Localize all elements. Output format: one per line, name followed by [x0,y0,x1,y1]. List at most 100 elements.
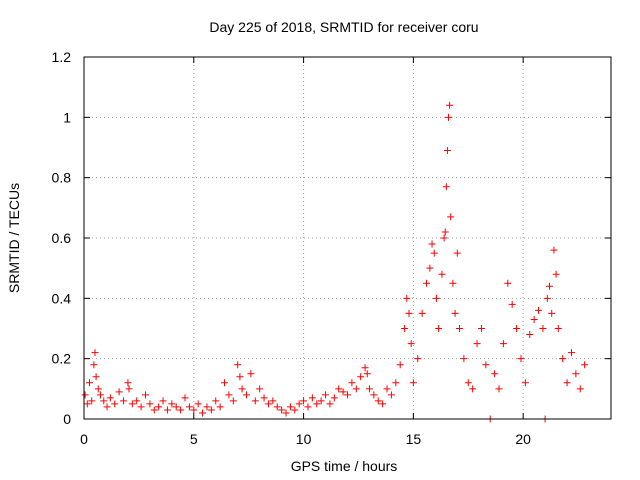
data-point [539,325,547,332]
data-point [379,400,387,408]
data-point [543,294,551,302]
data-point [414,355,422,363]
data-point [455,325,463,332]
data-point [403,294,411,302]
data-point [88,397,96,405]
data-point [409,379,417,387]
data-point [430,249,438,257]
data-point [146,400,154,408]
data-point [576,385,584,393]
data-point [141,391,149,399]
data-point [387,391,395,399]
data-point [90,361,98,369]
data-point [526,331,534,339]
data-point [278,406,286,414]
data-point [124,379,132,387]
data-point [92,373,100,381]
data-point [100,397,108,405]
data-point [365,385,373,393]
data-point [401,325,409,332]
data-point [554,325,562,332]
data-point [103,403,111,411]
data-point [326,400,334,408]
plot-frame [83,56,612,420]
data-point [572,370,580,378]
data-point [460,355,468,363]
data-point [133,397,141,405]
x-axis-label: GPS time / hours [291,458,398,474]
data-point [96,391,104,399]
data-point [207,406,215,414]
data-point [125,385,133,393]
data-point [407,340,415,348]
data-point [546,282,554,290]
data-point [194,400,202,408]
data-point [348,379,356,387]
data-point [435,325,443,332]
data-point [383,385,391,393]
data-point [106,394,114,402]
data-point [550,246,558,254]
data-points [81,101,589,423]
data-point [225,391,233,399]
data-point [423,279,431,287]
data-point [396,361,404,369]
y-tick-label: 1.2 [52,49,72,65]
data-point [91,349,99,357]
y-tick-label: 0 [63,411,71,427]
data-point [185,403,193,411]
data-point [418,309,426,317]
data-point [234,361,242,369]
data-point [203,403,211,411]
data-point [236,373,244,381]
y-tick-label: 0.4 [52,290,72,306]
data-point [212,397,220,405]
data-point [473,340,481,348]
data-point [172,403,180,411]
data-point [442,183,450,191]
data-point [282,409,290,417]
data-point [155,403,163,411]
data-point [464,379,472,387]
data-point [295,400,303,408]
data-point [363,370,371,378]
data-point [513,325,521,332]
data-point [567,349,575,357]
y-tick-label: 0.6 [52,230,72,246]
data-point [392,379,400,387]
data-point [521,379,529,387]
data-point [238,385,246,393]
data-point [229,397,237,405]
data-point [530,315,538,323]
data-point [199,409,207,417]
data-point [447,213,455,221]
x-tick-label: 20 [515,431,531,447]
data-point [190,406,198,414]
data-point [504,279,512,287]
data-point [451,309,459,317]
data-point [426,264,434,272]
y-tick-labels: 0 0.2 0.4 0.6 0.8 1 1.2 [52,49,72,427]
data-point [449,279,457,287]
data-point [559,355,567,363]
y-axis-label: SRMTID / TECUs [6,183,22,293]
y-tick-label: 1 [63,109,71,125]
data-point [581,361,589,369]
data-point [443,147,451,155]
data-point [150,406,158,414]
data-point [339,388,347,396]
data-point [269,397,277,405]
data-point [453,249,461,257]
data-point [469,385,477,393]
data-point [120,397,128,405]
data-point [300,397,308,405]
data-point [128,400,136,408]
data-point [446,101,454,109]
data-point [291,406,299,414]
data-point [304,403,312,411]
data-point [563,379,571,387]
data-point [499,340,507,348]
data-point [256,385,264,393]
